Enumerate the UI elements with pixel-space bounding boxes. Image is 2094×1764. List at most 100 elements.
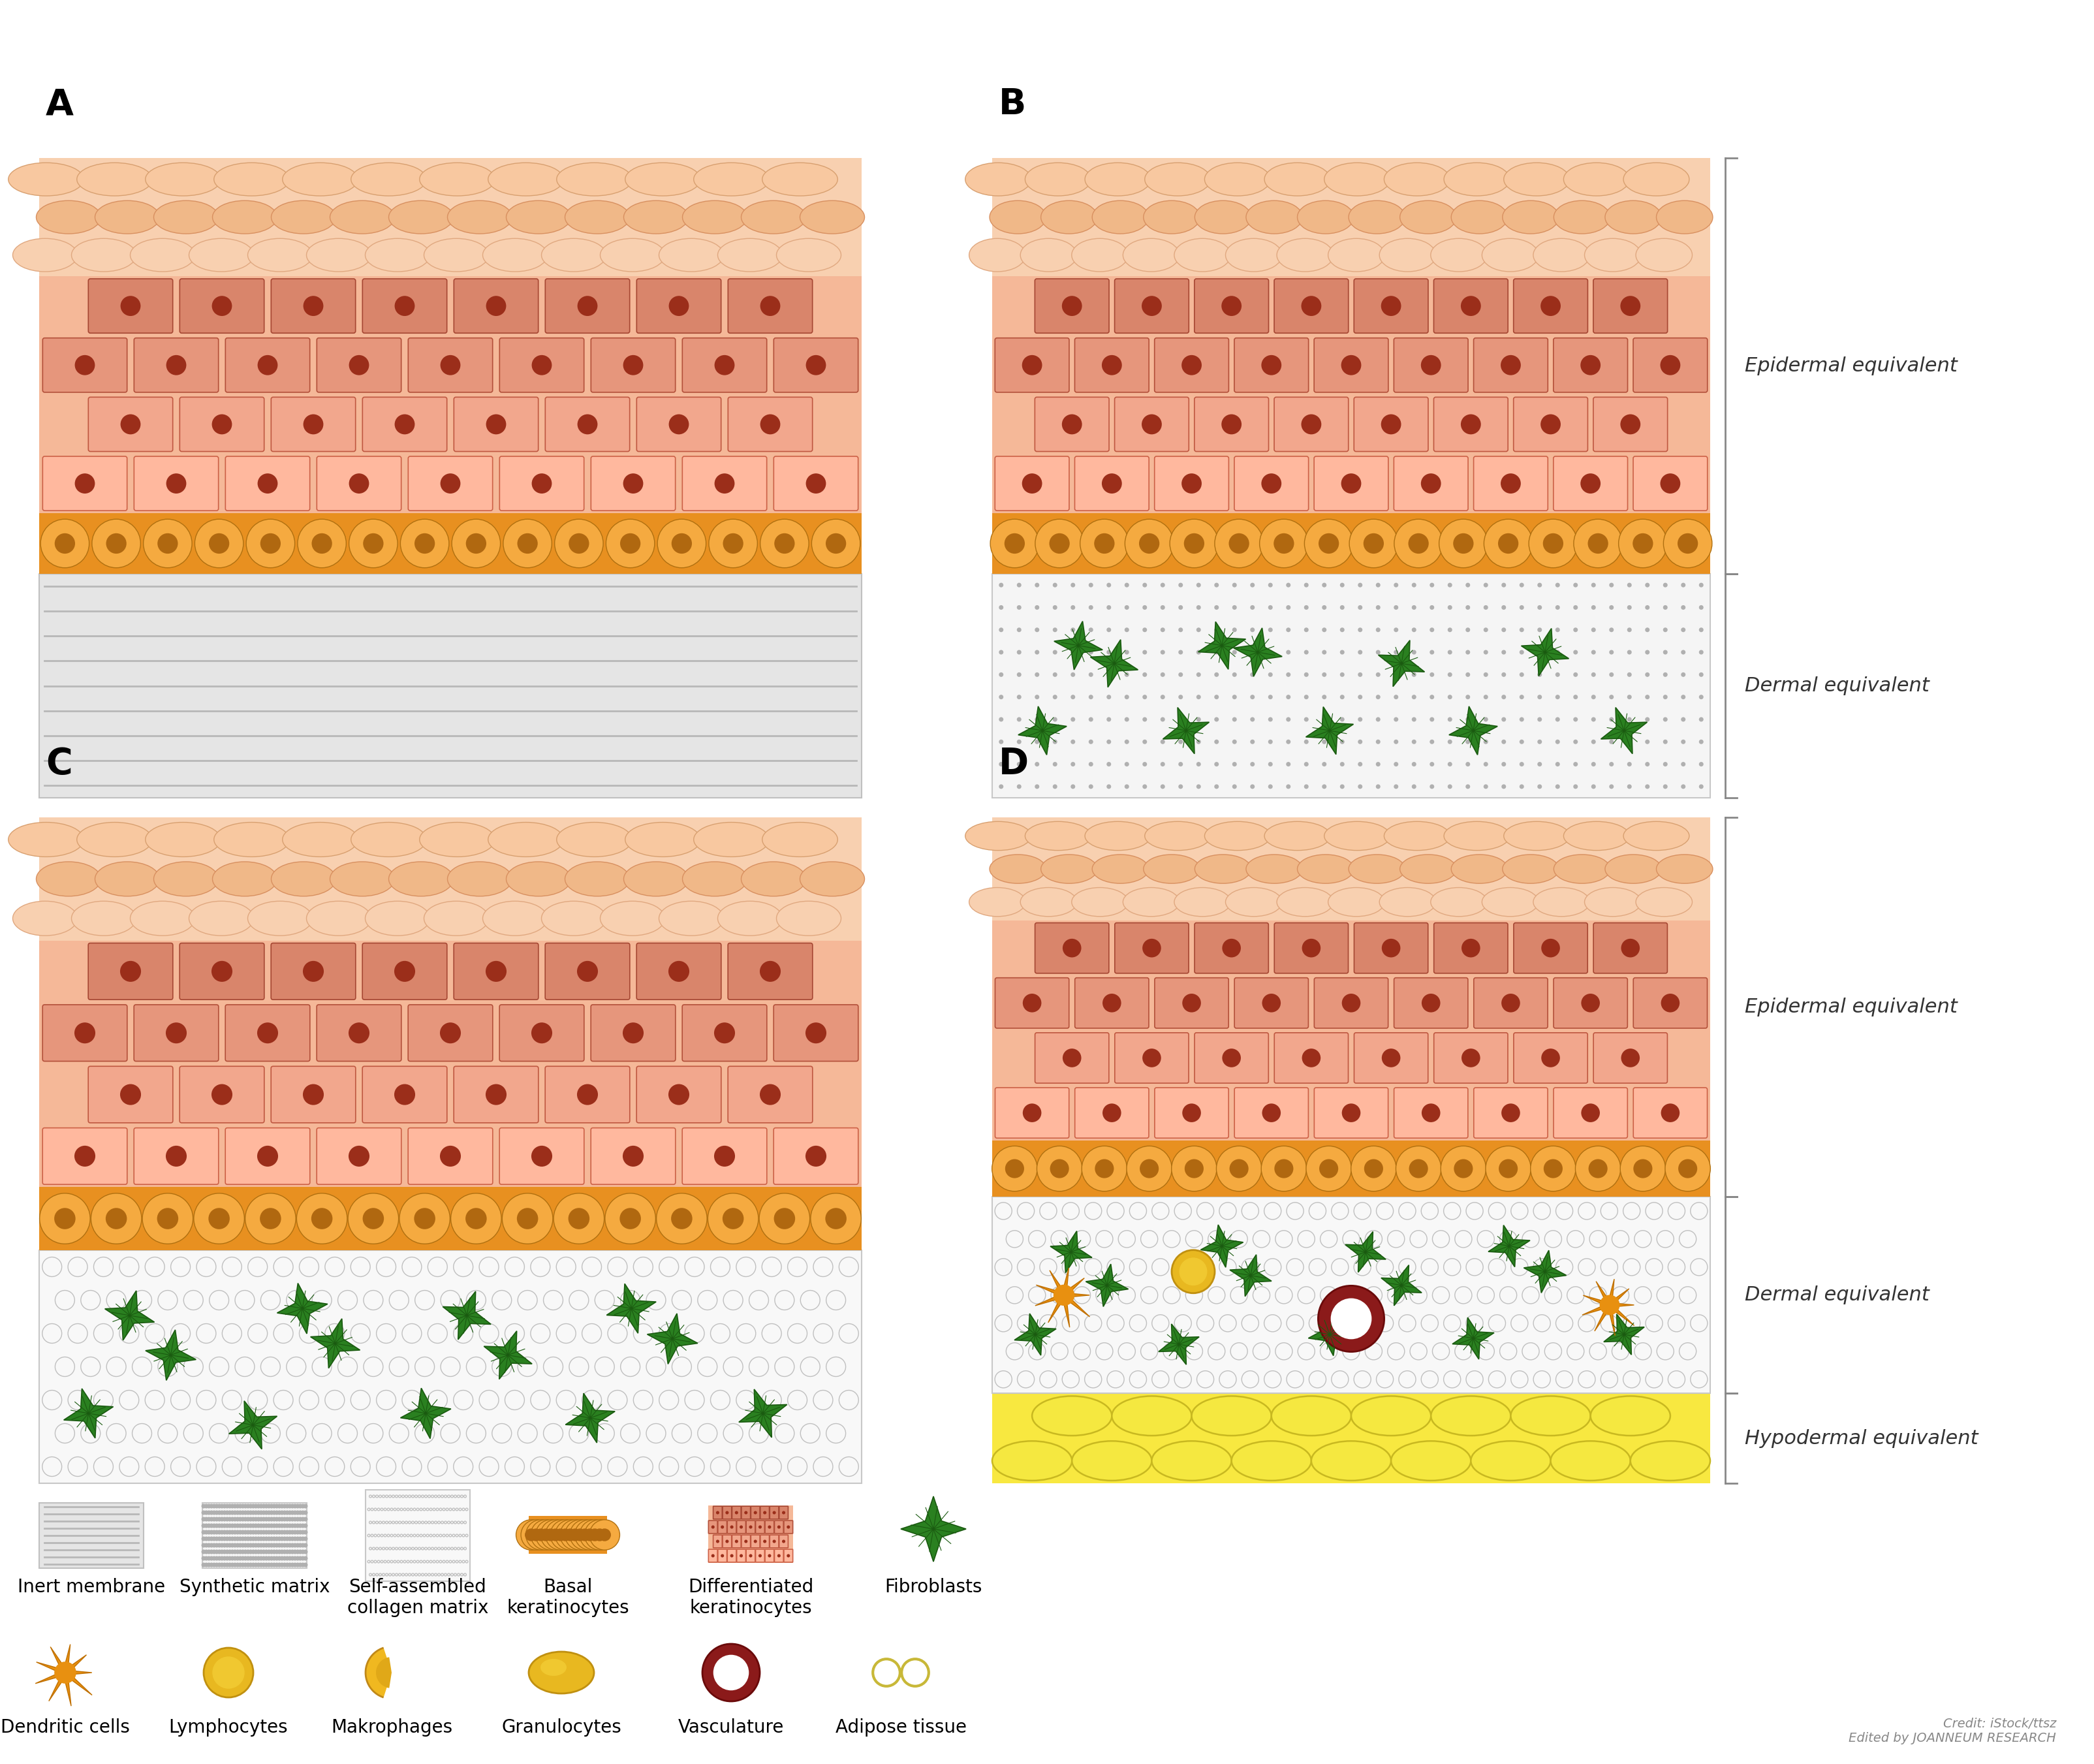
Circle shape [806,1145,827,1166]
Circle shape [272,1510,276,1515]
FancyBboxPatch shape [733,1506,741,1519]
Circle shape [1646,605,1650,610]
Ellipse shape [1204,162,1271,196]
Circle shape [1556,718,1560,721]
Ellipse shape [71,238,136,272]
Ellipse shape [1112,1395,1191,1436]
Ellipse shape [36,201,101,235]
Circle shape [1104,1104,1120,1122]
Circle shape [228,1556,232,1561]
Circle shape [620,533,641,554]
Circle shape [1430,628,1434,632]
Circle shape [293,1556,297,1561]
Circle shape [1698,582,1705,587]
FancyBboxPatch shape [995,457,1070,510]
Ellipse shape [990,854,1047,884]
FancyBboxPatch shape [760,1506,768,1519]
Circle shape [1340,355,1361,376]
Ellipse shape [1298,854,1353,884]
Circle shape [1215,762,1219,767]
Circle shape [1382,296,1401,316]
Circle shape [1663,695,1667,699]
Circle shape [1447,785,1453,789]
Ellipse shape [1152,1441,1231,1480]
Polygon shape [1382,1265,1422,1305]
Circle shape [209,1208,230,1230]
Ellipse shape [389,863,452,896]
Circle shape [224,1536,230,1542]
FancyBboxPatch shape [771,1506,779,1519]
Circle shape [1305,762,1309,767]
Circle shape [258,473,279,494]
Circle shape [716,1512,720,1514]
Circle shape [1089,582,1093,587]
Ellipse shape [214,822,289,857]
Bar [993,513,1711,573]
Circle shape [253,1529,258,1535]
Circle shape [584,1521,616,1551]
Circle shape [1321,785,1326,789]
FancyBboxPatch shape [683,339,766,392]
Ellipse shape [1072,1441,1152,1480]
Circle shape [260,1517,264,1522]
FancyBboxPatch shape [718,1549,727,1563]
Circle shape [245,1524,251,1528]
Circle shape [1501,739,1506,744]
Circle shape [1608,695,1614,699]
Circle shape [1395,519,1443,568]
Circle shape [1022,473,1043,494]
Circle shape [222,1556,226,1561]
Circle shape [241,1549,245,1554]
Ellipse shape [1533,887,1589,917]
Circle shape [224,1524,230,1528]
Circle shape [1286,785,1290,789]
Bar [366,1491,469,1581]
Circle shape [1231,762,1238,767]
Circle shape [1340,672,1344,677]
Circle shape [1302,938,1321,958]
Text: Granulocytes: Granulocytes [500,1718,622,1736]
Circle shape [1681,718,1686,721]
Circle shape [1340,628,1344,632]
FancyBboxPatch shape [1315,457,1388,510]
Circle shape [312,533,333,554]
Circle shape [220,1505,224,1508]
Circle shape [1411,582,1416,587]
Circle shape [40,1192,90,1244]
Circle shape [293,1524,297,1528]
Circle shape [281,1536,285,1542]
Circle shape [658,519,706,568]
Circle shape [1501,628,1506,632]
Circle shape [1143,605,1148,610]
Circle shape [224,1517,230,1522]
Circle shape [1646,695,1650,699]
Ellipse shape [272,201,335,235]
Circle shape [1089,605,1093,610]
Ellipse shape [448,201,513,235]
Circle shape [107,533,126,554]
Circle shape [302,1517,306,1522]
Circle shape [121,296,140,316]
Circle shape [255,1529,262,1535]
Ellipse shape [247,238,312,272]
Circle shape [1018,739,1022,744]
Circle shape [1483,605,1489,610]
Polygon shape [565,1394,616,1443]
Circle shape [1034,672,1039,677]
Circle shape [211,1563,216,1566]
Circle shape [1357,605,1363,610]
Circle shape [1286,718,1290,721]
Circle shape [304,1536,308,1542]
Circle shape [1363,533,1384,554]
FancyBboxPatch shape [764,1521,775,1533]
Circle shape [249,1549,253,1554]
Circle shape [1171,1147,1217,1191]
Circle shape [285,1563,289,1566]
Circle shape [1143,695,1148,699]
Ellipse shape [1552,1441,1631,1480]
Polygon shape [1229,1254,1271,1297]
Circle shape [1221,415,1242,434]
FancyBboxPatch shape [722,1506,731,1519]
Ellipse shape [1026,162,1091,196]
Circle shape [781,1540,785,1544]
